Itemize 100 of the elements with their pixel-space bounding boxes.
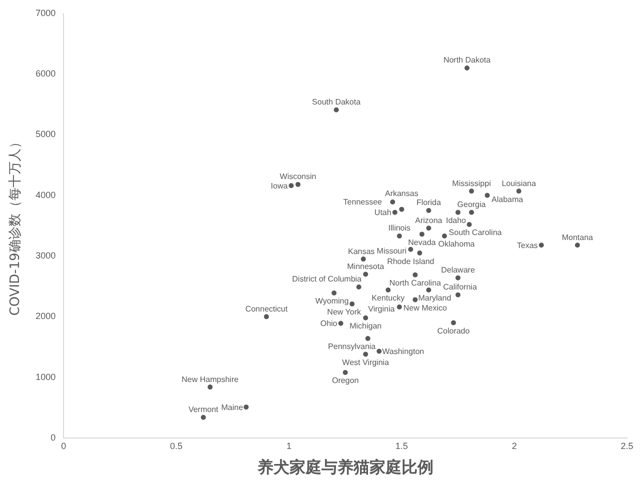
data-label: Rhode Island bbox=[387, 257, 434, 266]
data-label: Pennsylvania bbox=[328, 342, 376, 352]
data-label: Delaware bbox=[441, 266, 476, 275]
data-label: West Virginia bbox=[342, 358, 390, 367]
y-tick-label: 7000 bbox=[36, 8, 56, 18]
point bbox=[466, 222, 472, 227]
point bbox=[574, 242, 580, 248]
y-tick-label: 3000 bbox=[36, 250, 56, 261]
point bbox=[442, 234, 447, 239]
point bbox=[417, 250, 422, 256]
point bbox=[392, 210, 398, 215]
data-label: South Dakota bbox=[312, 98, 362, 107]
data-label: Georgia bbox=[457, 200, 486, 210]
point bbox=[464, 65, 470, 70]
data-label: Connecticut bbox=[245, 304, 288, 314]
point bbox=[350, 301, 355, 306]
point bbox=[455, 292, 460, 298]
point bbox=[356, 284, 362, 290]
point bbox=[516, 188, 522, 194]
point bbox=[386, 287, 391, 292]
data-label: Kansas bbox=[348, 246, 375, 256]
data-label: Utah bbox=[374, 208, 392, 218]
data-label: Washington bbox=[382, 346, 424, 356]
data-label: Alabama bbox=[491, 195, 524, 204]
point bbox=[455, 210, 460, 215]
point bbox=[396, 234, 402, 239]
point bbox=[363, 315, 368, 320]
y-tick-label: 1000 bbox=[36, 372, 56, 382]
point bbox=[484, 192, 490, 198]
x-tick-label: 1 bbox=[286, 440, 292, 451]
point bbox=[342, 370, 348, 375]
point bbox=[363, 352, 368, 357]
y-tick-label: 2000 bbox=[36, 311, 56, 322]
x-tick-label: 2 bbox=[512, 440, 517, 451]
data-label: Vermont bbox=[188, 405, 220, 414]
data-label: District of Columbia bbox=[292, 274, 362, 284]
data-label: Kentucky bbox=[372, 294, 405, 303]
data-label: Maine bbox=[221, 402, 244, 412]
data-label: New Hampshire bbox=[182, 374, 240, 384]
data-label: North Carolina bbox=[389, 278, 442, 288]
point bbox=[538, 242, 544, 248]
point bbox=[419, 232, 424, 237]
point bbox=[200, 414, 206, 420]
point bbox=[360, 256, 366, 262]
data-label: Montana bbox=[562, 232, 594, 242]
point bbox=[426, 287, 432, 292]
y-tick-label: 4000 bbox=[36, 190, 56, 200]
data-label: Oregon bbox=[332, 376, 359, 386]
point bbox=[399, 206, 404, 212]
data-label: New York bbox=[327, 308, 362, 317]
x-axis-title: 养犬家庭与养猫家庭比例 bbox=[256, 458, 434, 477]
data-label: South Carolina bbox=[448, 228, 502, 238]
point bbox=[264, 314, 269, 320]
data-label: Idaho bbox=[446, 216, 467, 226]
data-label: Wisconsin bbox=[280, 172, 316, 182]
data-label: Texas bbox=[516, 240, 538, 250]
data-label: Wyoming bbox=[315, 296, 349, 306]
data-label: New Mexico bbox=[403, 303, 448, 312]
data-label: Tennessee bbox=[343, 198, 383, 207]
data-label: Minnesota bbox=[347, 262, 385, 271]
point bbox=[412, 272, 418, 278]
point bbox=[338, 320, 344, 326]
point bbox=[365, 336, 370, 342]
data-label: Michigan bbox=[350, 322, 382, 331]
point bbox=[469, 210, 474, 215]
x-tick-label: 2.5 bbox=[620, 440, 634, 451]
data-label: Missouri bbox=[376, 246, 407, 256]
point bbox=[455, 275, 460, 280]
y-axis-title: COVID-19确诊数（每十万人） bbox=[8, 136, 24, 316]
point bbox=[412, 297, 418, 302]
point bbox=[208, 384, 213, 390]
y-tick-label: 0 bbox=[50, 432, 56, 442]
point bbox=[334, 107, 339, 112]
data-label: Arkansas bbox=[384, 189, 418, 198]
point bbox=[390, 200, 396, 205]
data-label: Oklahoma bbox=[438, 240, 476, 249]
point bbox=[426, 208, 432, 214]
data-label: Ohio bbox=[320, 319, 338, 328]
point bbox=[426, 226, 432, 231]
x-tick-label: 0.5 bbox=[170, 440, 183, 451]
point bbox=[288, 183, 294, 188]
data-label: North Dakota bbox=[443, 56, 492, 65]
data-label: Arizona bbox=[415, 216, 443, 225]
y-tick-label: 5000 bbox=[36, 129, 56, 140]
data-label: Colorado bbox=[437, 326, 470, 336]
data-label: Illinois bbox=[388, 224, 411, 233]
y-tick-label: 6000 bbox=[36, 68, 56, 79]
x-tick-label: 0 bbox=[61, 440, 66, 451]
point bbox=[469, 188, 474, 194]
data-label: Louisiana bbox=[502, 178, 537, 188]
point bbox=[244, 404, 249, 410]
data-label: Nevada bbox=[408, 238, 436, 247]
data-label: Mississippi bbox=[452, 178, 492, 188]
point bbox=[450, 320, 456, 326]
point bbox=[396, 304, 402, 310]
data-label: Florida bbox=[416, 198, 442, 208]
point bbox=[295, 182, 300, 187]
point bbox=[332, 290, 337, 296]
data-label: Maryland bbox=[418, 294, 452, 303]
data-label: California bbox=[443, 282, 478, 292]
